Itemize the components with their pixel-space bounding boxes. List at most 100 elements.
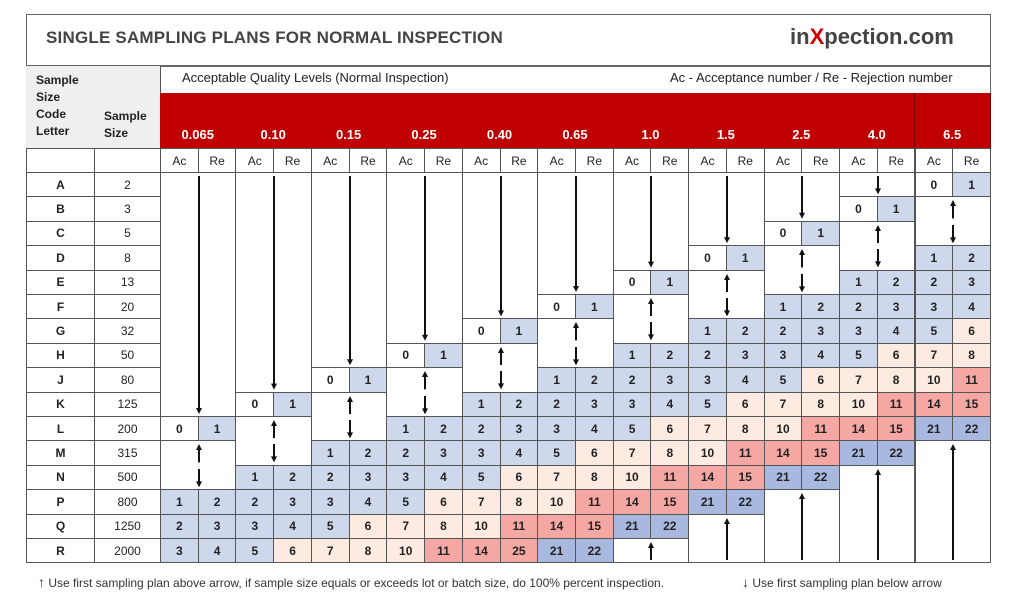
- ac-value: 10: [688, 440, 727, 466]
- divider: [26, 65, 991, 67]
- re-value: 8: [801, 391, 841, 417]
- arrow-block: [461, 172, 539, 320]
- ac-label: Ac: [688, 148, 727, 174]
- code-letter-cell: F: [26, 294, 95, 320]
- sample-size-cell: 200: [94, 416, 161, 442]
- aql-title: Acceptable Quality Levels (Normal Inspec…: [182, 70, 449, 85]
- ac-value: 10: [763, 416, 803, 442]
- sample-size-cell: 125: [94, 391, 161, 417]
- arrow-block: [914, 196, 991, 247]
- re-value: 22: [650, 513, 690, 539]
- re-label: Re: [725, 148, 765, 174]
- re-value: 22: [574, 538, 614, 564]
- ac-value: 0: [310, 367, 350, 393]
- re-value: 1: [801, 220, 841, 247]
- code-letter-cell: R: [26, 538, 95, 564]
- re-value: 8: [952, 342, 991, 369]
- code-column-label: Sample Size Code Letter: [36, 73, 79, 138]
- aql-header-0.65: 0.65: [537, 93, 614, 149]
- ac-value: 1: [386, 416, 426, 442]
- ac-label: Ac: [160, 148, 199, 174]
- arrow-down-icon: [874, 249, 881, 268]
- arrow-block: [386, 367, 463, 417]
- re-value: 2: [499, 391, 539, 417]
- aql-label: 0.10: [260, 127, 286, 142]
- ac-value: 14: [612, 489, 652, 515]
- re-value: 3: [273, 489, 312, 515]
- aql-label: 0.25: [411, 127, 437, 142]
- arrow-block: [461, 342, 539, 393]
- ac-value: 14: [537, 513, 576, 539]
- code-letter-cell: M: [26, 440, 95, 466]
- re-value: 8: [650, 440, 690, 466]
- ac-value: 3: [461, 440, 501, 466]
- re-label: Re: [499, 148, 539, 174]
- code-letter-cell: G: [26, 318, 95, 344]
- re-value: 3: [424, 440, 463, 466]
- re-value: 8: [348, 538, 388, 564]
- re-value: 4: [876, 318, 916, 344]
- arrow-down-icon: [271, 444, 278, 463]
- re-value: 4: [197, 538, 237, 564]
- ac-value: 7: [839, 367, 878, 393]
- re-value: 11: [876, 391, 916, 417]
- ac-label: Ac: [310, 148, 350, 174]
- ac-value: 0: [386, 342, 426, 369]
- ac-value: 7: [688, 416, 727, 442]
- ac-value: 7: [461, 489, 501, 515]
- arrow-block: [688, 172, 765, 247]
- re-value: 11: [574, 489, 614, 515]
- ac-value: 5: [386, 489, 426, 515]
- ac-value: 7: [763, 391, 803, 417]
- ac-value: 3: [235, 513, 275, 539]
- re-label: Re: [348, 148, 388, 174]
- aql-header-4.0: 4.0: [839, 93, 916, 149]
- aql-header-1.5: 1.5: [688, 93, 765, 149]
- re-value: 2: [574, 367, 614, 393]
- sample-size-cell: 13: [94, 269, 161, 295]
- aql-label: 0.065: [181, 127, 214, 142]
- arrow-down-icon: [422, 395, 429, 414]
- arrow-up-icon: [723, 517, 730, 561]
- re-value: 1: [424, 342, 463, 369]
- sample-size-cell: 1250: [94, 513, 161, 539]
- sample-size-cell: 20: [94, 294, 161, 320]
- arrow-block: [235, 172, 312, 393]
- arrow-down-icon: [497, 176, 504, 317]
- ac-value: 2: [839, 294, 878, 320]
- ac-value: 2: [386, 440, 426, 466]
- ac-value: 7: [537, 464, 576, 491]
- code-letter-cell: E: [26, 269, 95, 295]
- ac-value: 3: [612, 391, 652, 417]
- re-value: 6: [876, 342, 916, 369]
- blank-header-cell: [26, 148, 95, 173]
- blank-header-cell: [94, 148, 161, 173]
- aql-label: 2.5: [792, 127, 811, 142]
- arrow-down-icon: [346, 419, 353, 439]
- re-value: 4: [348, 489, 388, 515]
- re-value: 8: [499, 489, 539, 515]
- ac-value: 2: [310, 464, 350, 491]
- ac-value: 21: [688, 489, 727, 515]
- re-value: 1: [650, 269, 690, 295]
- code-letter-cell: P: [26, 489, 95, 515]
- re-value: 6: [273, 538, 312, 564]
- arrow-block: [839, 172, 916, 198]
- page-title: SINGLE SAMPLING PLANS FOR NORMAL INSPECT…: [46, 28, 503, 47]
- ac-value: 7: [310, 538, 350, 564]
- ac-value: 14: [688, 464, 727, 491]
- re-value: 22: [801, 464, 841, 491]
- re-value: 2: [273, 464, 312, 491]
- re-label: Re: [952, 148, 991, 174]
- ac-value: 2: [461, 416, 501, 442]
- arrow-up-icon: [950, 444, 957, 561]
- ac-value: 5: [537, 440, 576, 466]
- arrow-up-icon: [346, 395, 353, 414]
- arrow-block: [839, 220, 916, 271]
- ac-label: Ac: [763, 148, 803, 174]
- arrow-down-icon: [799, 176, 806, 219]
- arrow-up-icon: [271, 420, 278, 439]
- arrow-up-icon: [723, 273, 730, 292]
- ac-label: Ac: [914, 148, 954, 174]
- arrow-block: [160, 440, 237, 491]
